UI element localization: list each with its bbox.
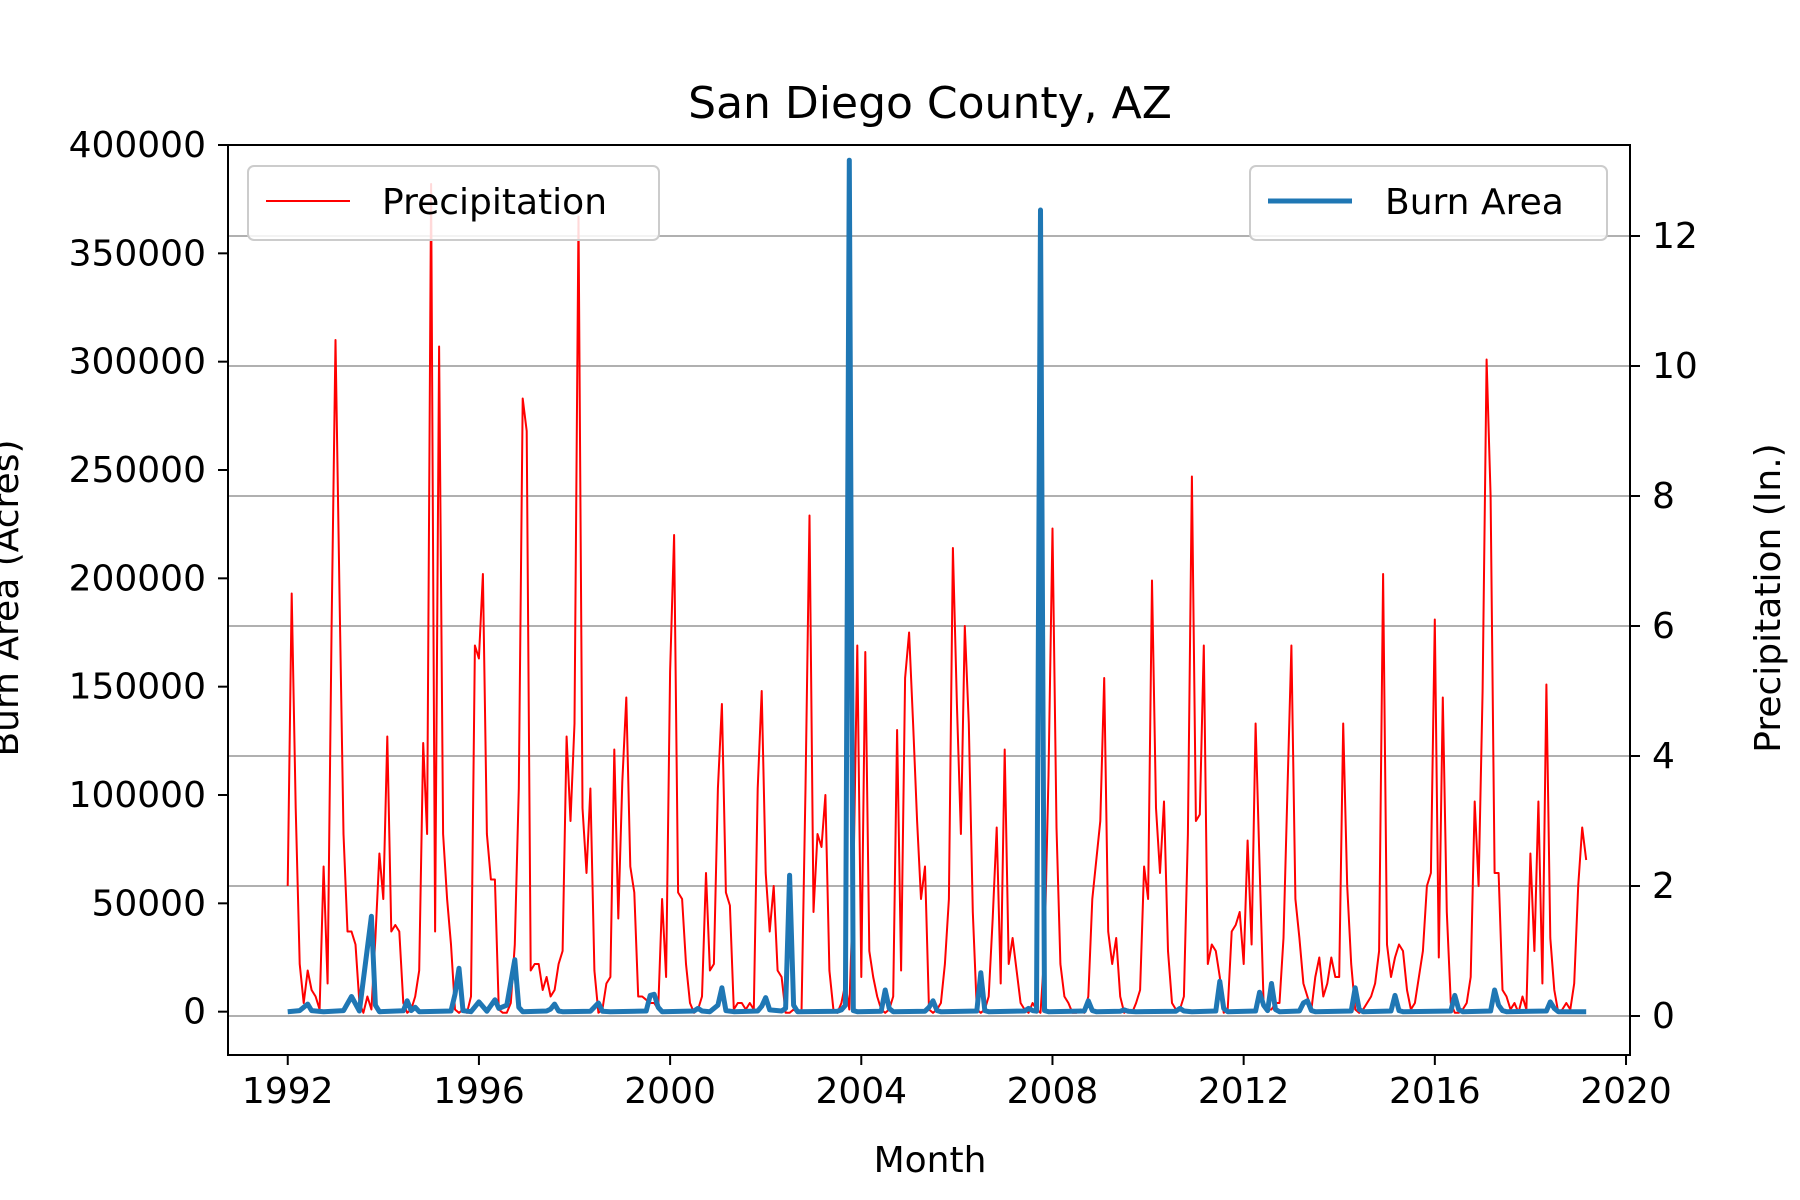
- burn-area-series: [287, 157, 1587, 1015]
- plot-frame: [227, 144, 1631, 1056]
- x-tick-label: 2000: [624, 1071, 716, 1112]
- x-tick-label: 2008: [1007, 1071, 1099, 1112]
- left-y-tick-label: 0: [183, 992, 206, 1033]
- x-axis-ticks: 1992 1996 2000 2004 2008 2012 2016 2020: [242, 1055, 1672, 1112]
- left-y-tick-label: 200000: [69, 558, 206, 599]
- right-y-tick-label: 2: [1652, 866, 1675, 907]
- legend-precipitation-label: Precipitation: [382, 182, 607, 223]
- right-y-tick-label: 12: [1652, 216, 1698, 257]
- right-y-axis-label: Precipitation (In.): [1748, 443, 1789, 752]
- left-y-axis-label: Burn Area (Acres): [0, 439, 27, 756]
- right-y-tick-label: 8: [1652, 476, 1675, 517]
- x-axis-label: Month: [874, 1140, 987, 1181]
- left-y-tick-label: 250000: [69, 450, 206, 491]
- right-y-axis-ticks: 0 2 4 6 8 10 12: [1630, 216, 1698, 1037]
- burn-area-line: [287, 157, 1587, 1015]
- x-tick-label: 2012: [1198, 1071, 1290, 1112]
- legend-burn-area-box: [1249, 165, 1608, 241]
- right-y-tick-label: 10: [1652, 346, 1698, 387]
- chart-title: San Diego County, AZ: [688, 78, 1172, 129]
- x-tick-label: 2016: [1389, 1071, 1481, 1112]
- x-tick-label: 2004: [815, 1071, 907, 1112]
- left-y-tick-label: 400000: [69, 125, 206, 166]
- legend-precipitation-box: [247, 165, 660, 241]
- right-y-tick-label: 4: [1652, 736, 1675, 777]
- x-tick-label: 2020: [1580, 1071, 1672, 1112]
- left-y-tick-label: 50000: [91, 883, 206, 924]
- x-tick-label: 1996: [433, 1071, 525, 1112]
- legend-burn-area-label: Burn Area: [1385, 182, 1564, 223]
- left-y-tick-label: 150000: [69, 667, 206, 708]
- left-y-tick-label: 350000: [69, 233, 206, 274]
- right-y-tick-label: 6: [1652, 606, 1675, 647]
- legend-precipitation: Precipitation: [247, 165, 660, 241]
- left-y-axis-ticks: 0 50000 100000 150000 200000 250000 300000 3500…: [69, 125, 228, 1033]
- right-y-tick-label: 0: [1652, 996, 1675, 1037]
- left-y-tick-label: 100000: [69, 775, 206, 816]
- left-y-tick-label: 300000: [69, 342, 206, 383]
- legend-burn-area: Burn Area: [1249, 165, 1608, 241]
- x-tick-label: 1992: [242, 1071, 334, 1112]
